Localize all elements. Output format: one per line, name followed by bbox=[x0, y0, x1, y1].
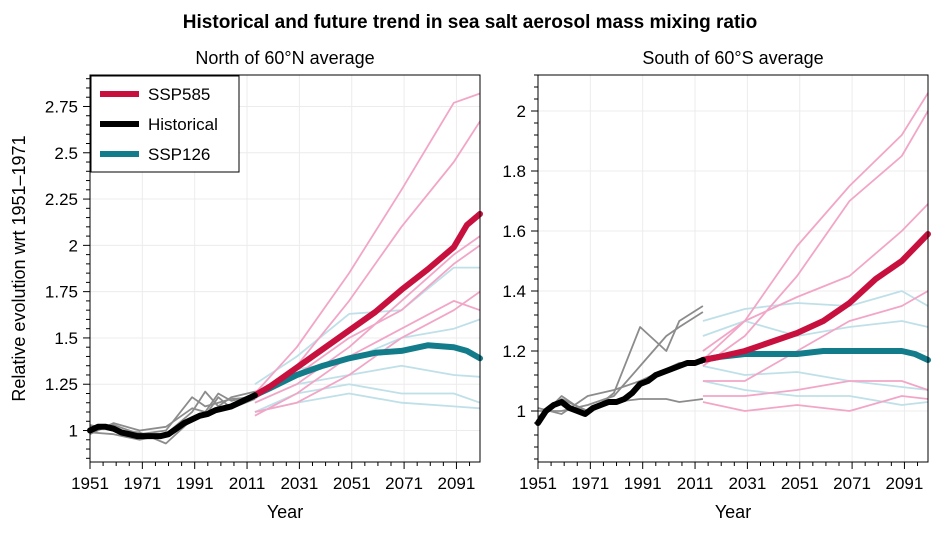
x-tick-label: 1991 bbox=[624, 474, 662, 493]
y-tick-label: 2.75 bbox=[45, 97, 78, 116]
x-tick-label: 2071 bbox=[385, 474, 423, 493]
legend-label: Historical bbox=[148, 115, 218, 134]
ssp126-member-line bbox=[702, 290, 929, 322]
x-tick-label: 2071 bbox=[833, 474, 871, 493]
x-tick-label: 1971 bbox=[571, 474, 609, 493]
x-axis-label: Year bbox=[715, 502, 751, 522]
ssp585-member-line bbox=[702, 203, 929, 352]
y-tick-label: 1.75 bbox=[45, 283, 78, 302]
x-axis-label: Year bbox=[267, 502, 303, 522]
x-tick-label: 1951 bbox=[71, 474, 109, 493]
legend-label: SSP126 bbox=[148, 145, 210, 164]
ssp126-mean-line bbox=[251, 342, 483, 399]
x-tick-label: 1971 bbox=[123, 474, 161, 493]
x-tick-label: 2051 bbox=[781, 474, 819, 493]
ssp585-member-line bbox=[702, 395, 929, 412]
ssp585-mean-line bbox=[251, 210, 483, 399]
ssp585-member-line bbox=[702, 290, 929, 382]
y-tick-label: 2 bbox=[69, 236, 78, 255]
ssp585-member-line bbox=[702, 92, 929, 361]
y-tick-label: 1.6 bbox=[502, 222, 526, 241]
x-tick-label: 1951 bbox=[519, 474, 557, 493]
y-tick-label: 1.4 bbox=[502, 282, 526, 301]
ssp126-member-line bbox=[254, 266, 480, 385]
figure-title: Historical and future trend in sea salt … bbox=[183, 12, 757, 33]
panel-north: North of 60°N average 1951 1971 1991 2011 203… bbox=[9, 48, 483, 522]
y-tick-label: 1.5 bbox=[54, 329, 78, 348]
historical-member-line bbox=[89, 392, 256, 436]
x-tick-label: 2051 bbox=[333, 474, 371, 493]
y-tick-label: 1 bbox=[69, 422, 78, 441]
x-tick-label: 1991 bbox=[176, 474, 214, 493]
y-tick-label: 2.25 bbox=[45, 190, 78, 209]
y-tick-label: 1 bbox=[517, 402, 526, 421]
x-tick-label: 2011 bbox=[229, 474, 266, 493]
y-axis-label: Relative evolution wrt 1951–1971 bbox=[9, 135, 29, 401]
ssp126-member-line bbox=[702, 380, 929, 406]
x-tick-label: 2091 bbox=[886, 474, 924, 493]
ssp585-member-line bbox=[702, 110, 929, 367]
x-tick-label: 2031 bbox=[728, 474, 766, 493]
y-tick-label: 2.5 bbox=[54, 144, 78, 163]
ssp126-member-line bbox=[702, 320, 929, 337]
legend-label: SSP585 bbox=[148, 85, 210, 104]
ssp126-member-line bbox=[702, 365, 929, 391]
historical-mean-line bbox=[87, 392, 258, 440]
ssp585-member-line bbox=[702, 380, 929, 397]
axes-frame bbox=[537, 74, 929, 463]
historical-member-line bbox=[537, 305, 704, 421]
x-tick-label: 2091 bbox=[438, 474, 476, 493]
ssp585-member-line bbox=[254, 92, 481, 395]
panel-south: South of 60°S average 1951 1971 1991 2011 203… bbox=[502, 48, 931, 522]
y-tick-label: 1.8 bbox=[502, 162, 526, 181]
x-tick-label: 2031 bbox=[280, 474, 318, 493]
ssp585-member-line bbox=[254, 290, 481, 413]
y-tick-label: 2 bbox=[517, 102, 526, 121]
y-tick-label: 1.2 bbox=[502, 342, 526, 361]
y-tick-label: 1.25 bbox=[45, 375, 78, 394]
historical-mean-line bbox=[535, 357, 706, 426]
legend: SSP585 Historical SSP126 bbox=[90, 75, 240, 173]
x-tick-label: 2011 bbox=[677, 474, 714, 493]
ssp585-member-line bbox=[254, 300, 481, 417]
panel-subtitle: North of 60°N average bbox=[195, 48, 374, 68]
panel-subtitle: South of 60°S average bbox=[642, 48, 823, 68]
axes-frame bbox=[89, 74, 481, 463]
ssp585-mean-line bbox=[699, 231, 931, 363]
historical-member-line bbox=[89, 390, 256, 441]
